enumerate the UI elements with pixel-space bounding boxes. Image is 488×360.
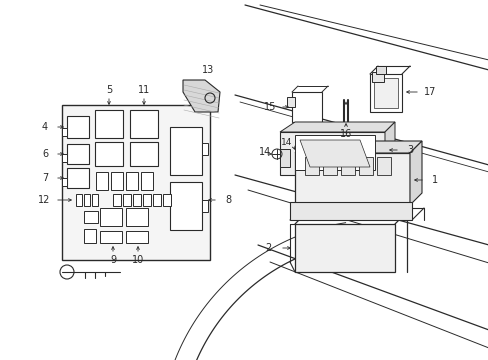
Bar — [294, 224, 394, 272]
Text: 15: 15 — [263, 102, 276, 112]
Text: 10: 10 — [132, 255, 144, 265]
Bar — [84, 211, 98, 223]
Text: 8: 8 — [224, 195, 231, 205]
Text: 7: 7 — [42, 173, 48, 183]
Text: 2: 2 — [264, 243, 270, 253]
Bar — [126, 172, 138, 190]
Bar — [170, 127, 202, 175]
Bar — [62, 105, 209, 260]
Bar — [67, 116, 89, 138]
Polygon shape — [409, 141, 421, 205]
Bar — [323, 157, 336, 175]
Bar — [369, 74, 401, 112]
Text: 9: 9 — [110, 255, 116, 265]
Bar — [62, 154, 67, 162]
Bar — [84, 194, 90, 206]
Bar — [92, 194, 98, 206]
Text: 1: 1 — [431, 175, 437, 185]
Text: 5: 5 — [106, 85, 112, 95]
Bar — [170, 182, 202, 230]
Bar — [130, 142, 158, 166]
Bar — [305, 157, 318, 175]
Text: 16: 16 — [339, 129, 351, 139]
Polygon shape — [280, 132, 384, 175]
Bar — [130, 110, 158, 138]
Polygon shape — [294, 141, 421, 153]
Polygon shape — [299, 140, 369, 167]
Text: 3: 3 — [406, 145, 412, 155]
Polygon shape — [384, 122, 394, 175]
Text: 17: 17 — [423, 87, 435, 97]
Bar — [280, 149, 289, 167]
Bar — [67, 144, 89, 164]
Bar — [358, 157, 372, 175]
Bar — [291, 92, 321, 122]
Bar — [141, 172, 153, 190]
Polygon shape — [183, 80, 220, 112]
Bar — [95, 110, 123, 138]
Bar — [126, 231, 148, 243]
Polygon shape — [280, 122, 394, 132]
Bar — [95, 142, 123, 166]
Text: 11: 11 — [138, 85, 150, 95]
Bar — [123, 194, 131, 206]
Text: 4: 4 — [42, 122, 48, 132]
Bar — [62, 128, 67, 136]
Bar — [100, 231, 122, 243]
Bar — [289, 202, 411, 220]
Bar — [202, 143, 207, 155]
Bar — [133, 194, 141, 206]
Bar — [142, 194, 151, 206]
Text: 6: 6 — [42, 149, 48, 159]
Bar — [294, 153, 409, 205]
Bar — [84, 229, 96, 243]
Text: 14: 14 — [281, 138, 292, 147]
Bar — [126, 208, 148, 226]
Bar — [373, 78, 397, 108]
Bar — [371, 72, 383, 82]
Bar — [111, 172, 123, 190]
Text: 13: 13 — [202, 65, 214, 75]
Bar — [202, 200, 207, 212]
Bar — [375, 66, 385, 74]
Bar — [376, 157, 390, 175]
Bar — [153, 194, 161, 206]
Bar — [96, 172, 108, 190]
Bar — [67, 168, 89, 188]
Bar — [163, 194, 171, 206]
Bar — [76, 194, 82, 206]
Bar — [294, 135, 374, 170]
Bar — [100, 208, 122, 226]
Bar — [340, 157, 354, 175]
Text: 14: 14 — [258, 147, 270, 157]
Bar — [286, 97, 294, 107]
Bar — [62, 178, 67, 186]
Text: 12: 12 — [38, 195, 50, 205]
Bar — [113, 194, 121, 206]
